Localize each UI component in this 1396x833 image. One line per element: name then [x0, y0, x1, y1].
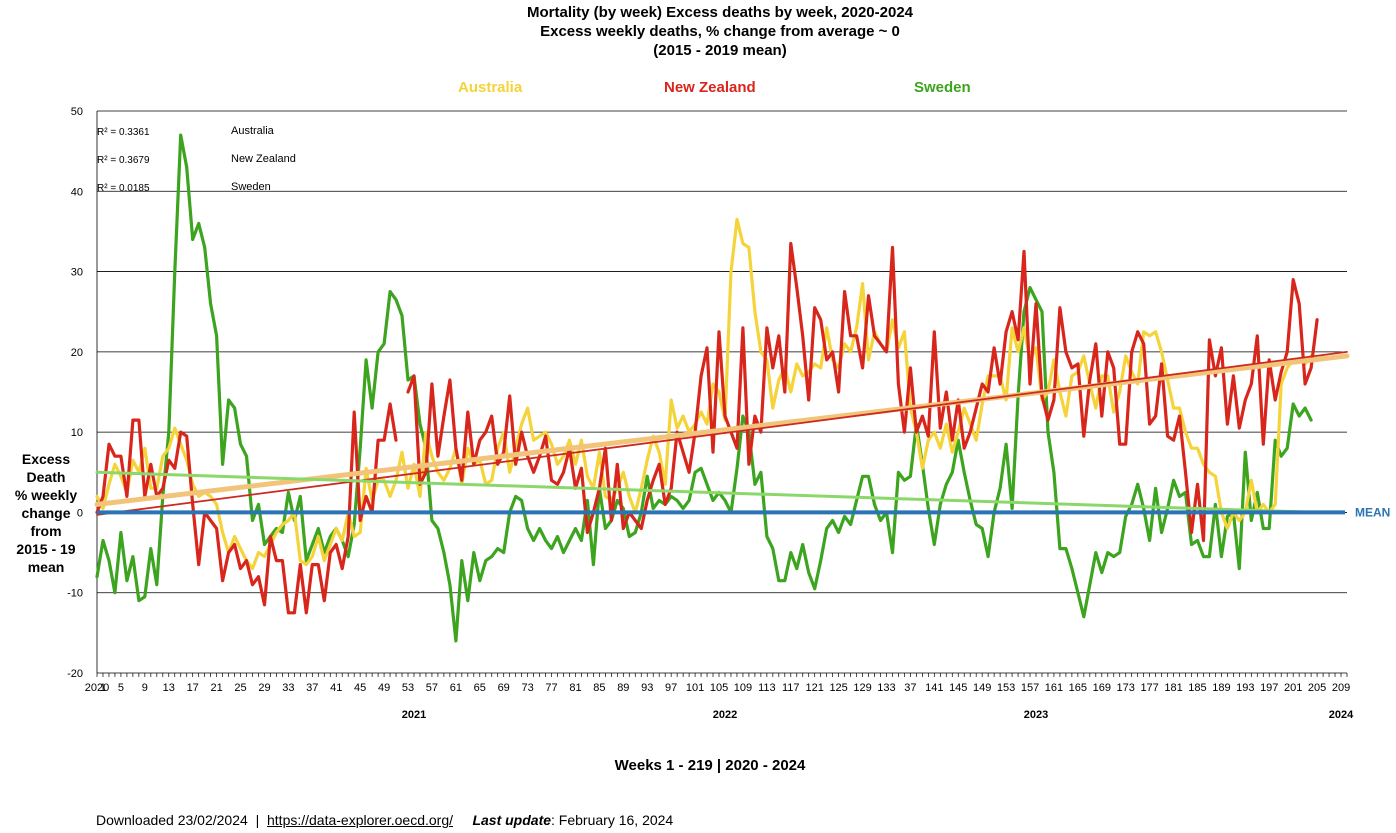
y-tick-label: 10 — [71, 427, 83, 439]
x-tick-label: 93 — [641, 682, 653, 694]
x-tick-label: 101 — [686, 682, 704, 694]
r-squared-series: New Zealand — [231, 153, 296, 165]
x-tick-label: 113 — [758, 682, 776, 694]
x-tick-label: 153 — [997, 682, 1015, 694]
x-tick-label: 89 — [617, 682, 629, 694]
x-tick-label: 97 — [665, 682, 677, 694]
x-tick-label: 177 — [1140, 682, 1158, 694]
last-update-label: Last update — [472, 812, 552, 828]
footer: Downloaded 23/02/2024 | https://data-exp… — [96, 812, 673, 828]
x-tick-label: 33 — [282, 682, 294, 694]
source-link[interactable]: https://data-explorer.oecd.org/ — [267, 812, 453, 828]
y-tick-label: 0 — [77, 507, 83, 519]
x-axis-label: Weeks 1 - 219 | 2020 - 2024 — [614, 757, 806, 774]
x-tick-label: 181 — [1164, 682, 1182, 694]
year-label: 2022 — [713, 709, 737, 721]
x-tick-label: 85 — [593, 682, 605, 694]
x-tick-label: 125 — [829, 682, 847, 694]
x-tick-label: 169 — [1093, 682, 1111, 694]
x-tick-label: 161 — [1045, 682, 1063, 694]
x-tick-label: 149 — [973, 682, 991, 694]
legend-new-zealand: New Zealand — [664, 79, 756, 96]
series-line-sweden — [95, 133, 1313, 643]
x-tick-label: 209 — [1332, 682, 1350, 694]
legend-australia: Australia — [458, 79, 523, 96]
x-tick-label: 121 — [806, 682, 824, 694]
year-label: 2021 — [402, 709, 426, 721]
y-axis-label: Excess Death % weekly change from 2015 -… — [14, 451, 78, 575]
x-tick-label: 117 — [782, 682, 800, 694]
last-update-value: : February 16, 2024 — [551, 812, 674, 828]
mean-label: MEAN — [1355, 505, 1390, 519]
footer-separator: | — [255, 812, 260, 828]
x-tick-label: 173 — [1117, 682, 1135, 694]
x-tick-label: 105 — [710, 682, 728, 694]
x-tick-label: 201 — [1284, 682, 1302, 694]
trendline-sweden — [95, 470, 1319, 514]
year-label: 2024 — [1329, 709, 1354, 721]
x-tick-label: 53 — [402, 682, 414, 694]
r-squared-value: R² = 0.0185 — [97, 183, 150, 194]
x-tick-label: 73 — [521, 682, 533, 694]
x-tick-label: 205 — [1308, 682, 1326, 694]
y-tick-label: -20 — [67, 668, 83, 680]
x-tick-label: 157 — [1021, 682, 1039, 694]
r-squared-series: Australia — [231, 125, 275, 137]
x-tick-label: 9 — [142, 682, 148, 694]
chart-title: Mortality (by week) Excess deaths by wee… — [526, 4, 914, 21]
x-tick-label: 29 — [258, 682, 270, 694]
y-tick-label: 20 — [71, 347, 83, 359]
x-tick-label: 57 — [426, 682, 438, 694]
x-tick-label: 65 — [474, 682, 486, 694]
x-tick-label: 17 — [187, 682, 199, 694]
x-tick-label: 165 — [1069, 682, 1087, 694]
r-squared-value: R² = 0.3679 — [97, 155, 150, 166]
x-tick-label: 61 — [450, 682, 462, 694]
y-tick-label: -10 — [67, 588, 83, 600]
x-tick-label: 21 — [210, 682, 222, 694]
r-squared-value: R² = 0.3361 — [97, 127, 150, 138]
y-tick-label: 30 — [71, 267, 83, 279]
y-tick-label: 50 — [71, 106, 83, 118]
r-squared-series: Sweden — [231, 181, 271, 193]
download-date: Downloaded 23/02/2024 — [96, 812, 248, 828]
x-tick-label: 13 — [163, 682, 175, 694]
x-tick-label: 25 — [234, 682, 246, 694]
series-line-new-zealand — [95, 241, 1319, 615]
x-tick-label: 1 — [100, 682, 106, 694]
y-tick-label: 40 — [71, 186, 83, 198]
x-tick-label: 41 — [330, 682, 342, 694]
x-tick-label: 37 — [904, 682, 916, 694]
x-tick-label: 49 — [378, 682, 390, 694]
x-tick-label: 45 — [354, 682, 366, 694]
chart-subtitle: Excess weekly deaths, % change from aver… — [540, 23, 900, 40]
x-tick-label: 81 — [569, 682, 581, 694]
chart-subtitle-2: (2015 - 2019 mean) — [653, 42, 787, 59]
x-tick-label: 193 — [1236, 682, 1254, 694]
x-tick-label: 5 — [118, 682, 124, 694]
x-tick-label: 109 — [734, 682, 752, 694]
year-label: 2023 — [1024, 709, 1048, 721]
x-tick-label: 2020 — [85, 682, 109, 694]
x-tick-label: 141 — [925, 682, 943, 694]
x-tick-label: 145 — [949, 682, 967, 694]
x-tick-label: 69 — [498, 682, 510, 694]
legend-sweden: Sweden — [914, 79, 971, 96]
x-tick-label: 189 — [1212, 682, 1230, 694]
x-tick-label: 77 — [545, 682, 557, 694]
x-tick-label: 129 — [853, 682, 871, 694]
x-tick-label: 185 — [1188, 682, 1206, 694]
trendline-new-zealand — [96, 350, 1348, 516]
x-tick-label: 197 — [1260, 682, 1278, 694]
x-tick-label: 133 — [877, 682, 895, 694]
x-tick-label: 37 — [306, 682, 318, 694]
